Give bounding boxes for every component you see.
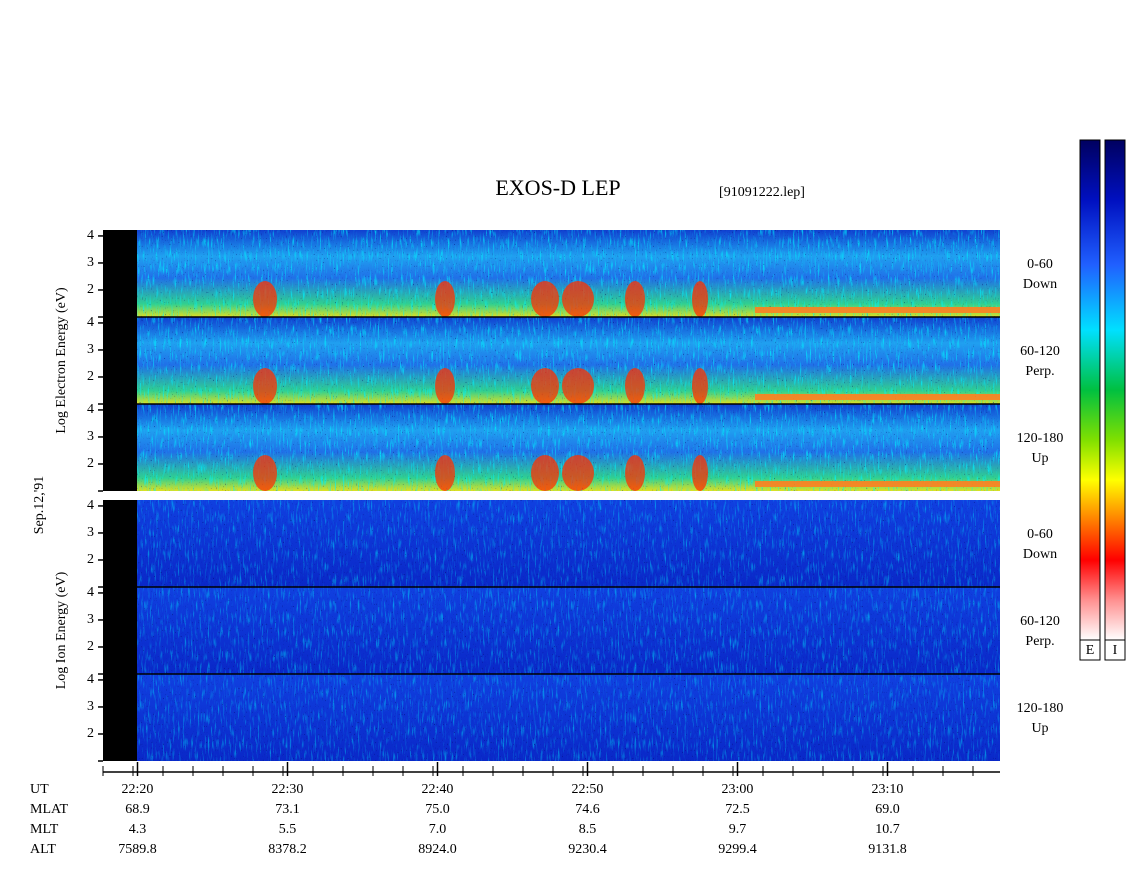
flux-enhancement	[531, 368, 559, 404]
orbit-value: 73.1	[275, 802, 300, 817]
pitch-direction: Perp.	[1025, 634, 1054, 649]
orbit-value: 9230.4	[568, 842, 607, 857]
pitch-range: 120-180	[1017, 701, 1064, 716]
flux-enhancement	[625, 368, 645, 404]
color-bar-label-box	[1104, 639, 1126, 661]
orbit-value: 9.7	[729, 822, 747, 837]
orbit-row-label: MLAT	[30, 802, 69, 817]
flux-enhancement	[562, 368, 594, 404]
color-bar-label: E	[1086, 643, 1095, 658]
x-tick-label: 22:30	[272, 782, 304, 797]
orbit-value: 5.5	[279, 822, 297, 837]
y-tick-label: 4	[87, 315, 94, 330]
flux-enhancement	[562, 281, 594, 317]
orbit-row-label: MLT	[30, 822, 59, 837]
x-tick-label: 23:10	[872, 782, 904, 797]
flux-enhancement	[562, 455, 594, 491]
orbit-value: 68.9	[125, 802, 150, 817]
file-label: [91091222.lep]	[719, 185, 805, 200]
pitch-range: 120-180	[1017, 431, 1064, 446]
x-tick-label: 22:20	[122, 782, 154, 797]
orbit-value: 9299.4	[718, 842, 757, 857]
orbit-value: 8378.2	[268, 842, 307, 857]
y-tick-label: 4	[87, 498, 94, 513]
orbit-row-label: ALT	[30, 842, 56, 857]
date-label: Sep.12,'91	[32, 476, 47, 535]
flux-enhancement	[253, 368, 277, 404]
flux-enhancement	[692, 368, 708, 404]
pitch-direction: Down	[1023, 277, 1057, 292]
flux-enhancement	[253, 281, 277, 317]
pitch-direction: Up	[1031, 451, 1048, 466]
y-tick-label: 4	[87, 585, 94, 600]
flux-enhancement	[435, 281, 455, 317]
chart-title: EXOS-D LEP	[495, 175, 620, 200]
orbit-value: 7.0	[429, 822, 447, 837]
orbit-value: 8.5	[579, 822, 597, 837]
x-tick-label: 22:50	[572, 782, 604, 797]
color-bar-label-box	[1079, 639, 1101, 661]
flux-band	[755, 394, 1000, 400]
y-tick-label: 2	[87, 726, 94, 741]
y-tick-label: 3	[87, 255, 94, 270]
y-tick-label: 2	[87, 639, 94, 654]
orbit-value: 7589.8	[118, 842, 157, 857]
y-tick-label: 2	[87, 552, 94, 567]
orbit-value: 69.0	[875, 802, 900, 817]
y-tick-label: 2	[87, 369, 94, 384]
flux-enhancement	[531, 455, 559, 491]
y-tick-label: 4	[87, 402, 94, 417]
y-tick-label: 3	[87, 525, 94, 540]
flux-enhancement	[435, 368, 455, 404]
spectrogram-dropouts	[137, 500, 1000, 587]
flux-enhancement	[531, 281, 559, 317]
flux-enhancement	[692, 455, 708, 491]
orbit-value: 9131.8	[868, 842, 907, 857]
y-tick-label: 3	[87, 342, 94, 357]
y-tick-label: 4	[87, 228, 94, 243]
x-axis-label: UT	[30, 782, 49, 797]
y-axis-label: Log Electron Energy (eV)	[54, 287, 69, 434]
orbit-value: 10.7	[875, 822, 900, 837]
flux-enhancement	[625, 455, 645, 491]
y-tick-label: 3	[87, 612, 94, 627]
flux-enhancement	[625, 281, 645, 317]
y-tick-label: 3	[87, 699, 94, 714]
pitch-direction: Down	[1023, 547, 1057, 562]
pitch-range: 60-120	[1020, 344, 1060, 359]
flux-enhancement	[253, 455, 277, 491]
y-tick-label: 4	[87, 672, 94, 687]
time-gap-strip	[103, 500, 137, 761]
x-tick-label: 22:40	[422, 782, 454, 797]
flux-band	[755, 307, 1000, 313]
flux-enhancement	[435, 455, 455, 491]
color-bar	[1104, 139, 1126, 641]
orbit-value: 8924.0	[418, 842, 457, 857]
color-bar-label: I	[1113, 643, 1118, 658]
pitch-direction: Perp.	[1025, 364, 1054, 379]
x-tick-label: 23:00	[722, 782, 754, 797]
pitch-range: 0-60	[1027, 527, 1053, 542]
y-tick-label: 2	[87, 282, 94, 297]
y-tick-label: 3	[87, 429, 94, 444]
y-tick-label: 2	[87, 456, 94, 471]
y-axis-label: Log Ion Energy (eV)	[54, 571, 69, 689]
orbit-value: 75.0	[425, 802, 450, 817]
orbit-value: 4.3	[129, 822, 147, 837]
pitch-direction: Up	[1031, 721, 1048, 736]
spectrogram-dropouts	[137, 587, 1000, 674]
flux-enhancement	[692, 281, 708, 317]
orbit-value: 72.5	[725, 802, 750, 817]
pitch-range: 60-120	[1020, 614, 1060, 629]
time-gap-strip	[103, 230, 137, 491]
pitch-range: 0-60	[1027, 257, 1053, 272]
color-bar	[1079, 139, 1101, 641]
orbit-value: 74.6	[575, 802, 600, 817]
flux-band	[755, 481, 1000, 487]
spectrogram-dropouts	[137, 674, 1000, 761]
